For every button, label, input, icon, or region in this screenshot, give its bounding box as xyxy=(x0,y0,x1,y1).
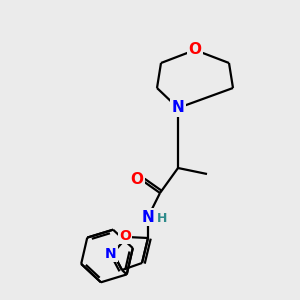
Text: O: O xyxy=(119,229,131,243)
Text: N: N xyxy=(142,209,154,224)
Text: H: H xyxy=(157,212,167,226)
Text: O: O xyxy=(130,172,143,188)
Text: N: N xyxy=(172,100,184,116)
Text: O: O xyxy=(188,43,202,58)
Text: N: N xyxy=(105,247,117,261)
